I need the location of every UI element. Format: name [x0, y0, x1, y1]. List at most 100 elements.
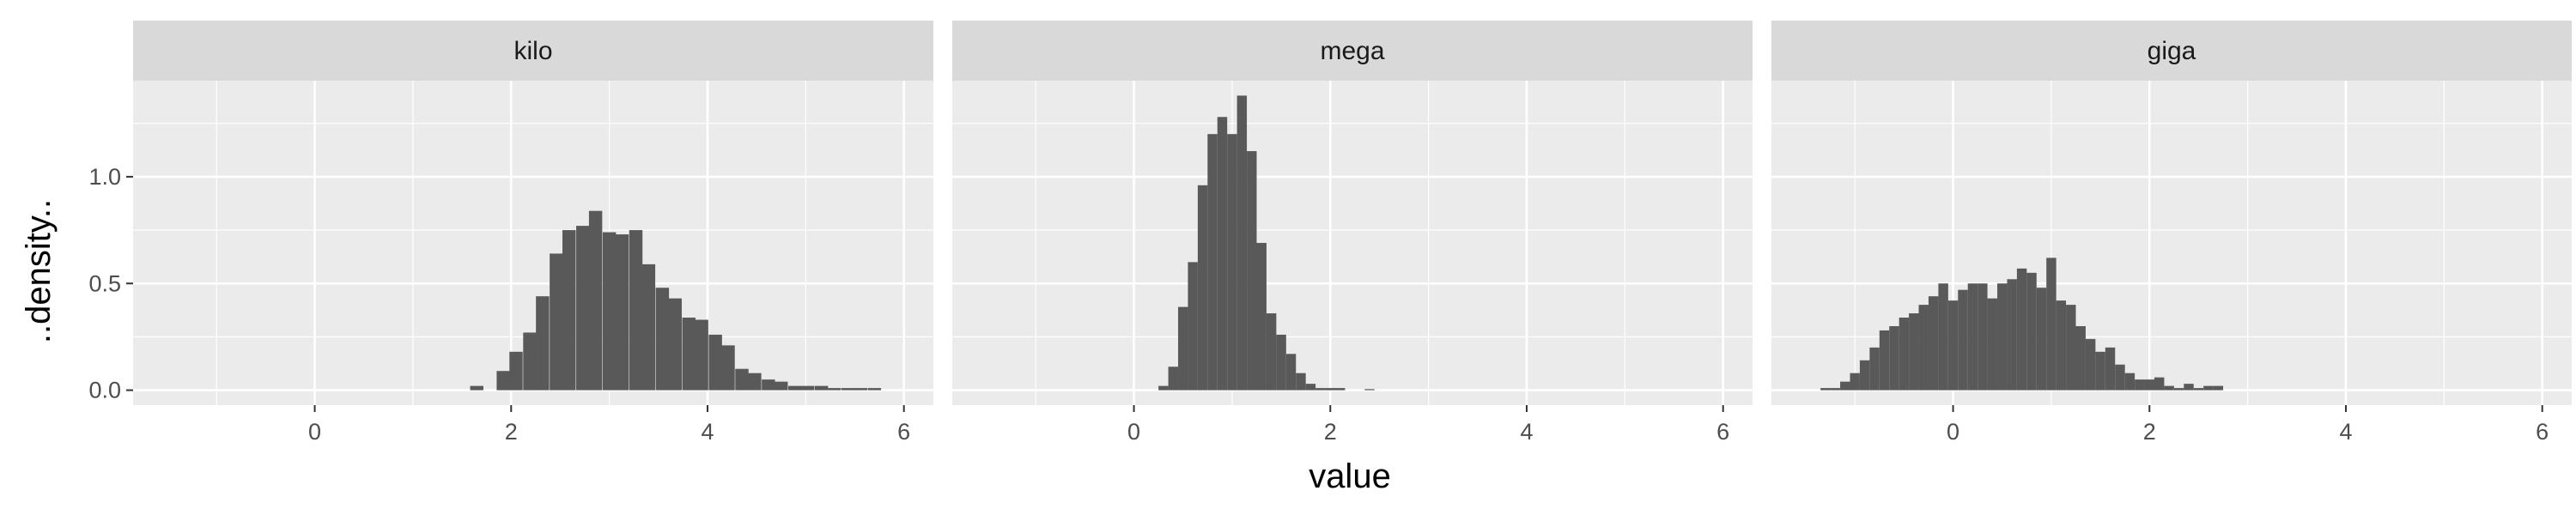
histogram-bar [2193, 388, 2204, 391]
facet-strip [952, 21, 1753, 81]
histogram-bar [1997, 283, 2008, 391]
x-tick-label: 2 [505, 419, 518, 445]
histogram-bar [867, 388, 882, 391]
x-tick-label: 2 [2143, 419, 2156, 445]
histogram-bar [1869, 347, 1880, 391]
histogram-bar [1889, 325, 1899, 391]
x-tick-label: 4 [701, 419, 714, 445]
histogram-bar [2203, 385, 2214, 391]
x-tick-label: 0 [1947, 419, 1959, 445]
histogram-bar [800, 385, 815, 391]
histogram-bar [602, 232, 617, 391]
histogram-bar [1236, 95, 1248, 391]
facet-panel-kilo: kilo 0 2 4 6 0.0 0.5 1.0 [88, 21, 933, 445]
histogram-bar [2075, 325, 2086, 391]
histogram-bar [588, 210, 603, 391]
histogram-bar [721, 345, 735, 391]
histogram-bar [2144, 379, 2154, 391]
histogram-bar [641, 264, 656, 391]
histogram-bar [2066, 305, 2076, 391]
histogram-bar [748, 373, 762, 391]
histogram-bar [1285, 354, 1297, 391]
x-tick-label: 4 [1520, 419, 1533, 445]
histogram-bar [854, 388, 868, 391]
histogram-bar [1207, 134, 1218, 391]
histogram-bar [2026, 272, 2037, 391]
facet-strip-label: mega [1320, 37, 1384, 65]
histogram-bar [1987, 298, 1998, 391]
facet-strip-label: kilo [513, 37, 552, 65]
histogram-bar [1266, 313, 1277, 391]
histogram-bar [629, 230, 643, 391]
histogram-bar [1217, 117, 1228, 391]
histogram-bar [2016, 268, 2027, 391]
histogram-bar [1820, 388, 1831, 391]
histogram-bar [576, 226, 590, 391]
histogram-bar [1978, 283, 1988, 391]
histogram-bar [1315, 388, 1326, 391]
histogram-bar [615, 234, 629, 391]
histogram-bar [1247, 151, 1257, 391]
histogram-bar [1859, 360, 1870, 391]
histogram-bar [509, 351, 523, 391]
histogram-bar [1967, 283, 1978, 391]
histogram-bar [1840, 381, 1850, 391]
histogram-bar [2095, 351, 2105, 391]
x-tick-label: 0 [1127, 419, 1140, 445]
histogram-bar [2115, 364, 2125, 391]
histogram-bar [814, 385, 829, 391]
histogram-bar [536, 296, 550, 391]
histogram-bar [1830, 388, 1841, 391]
histogram-bar [1334, 388, 1346, 391]
histogram-bar [1899, 318, 1910, 391]
histogram-bar [1879, 330, 1890, 391]
histogram-bar [1909, 313, 1919, 391]
histogram-bar [1938, 283, 1948, 391]
histogram-bar [695, 319, 708, 391]
histogram-bar [2164, 385, 2174, 391]
histogram-bar [1918, 305, 1929, 391]
facet-panels: kilo 0 2 4 6 0.0 0.5 1.0 mega 0 2 4 6 giga 0 2 4 6 [88, 21, 2572, 445]
histogram-bar [668, 298, 682, 391]
histogram-bar [2213, 385, 2224, 391]
y-tick-label: 0.0 [88, 378, 121, 403]
histogram-bar [2124, 373, 2136, 391]
x-tick-label: 2 [1324, 419, 1337, 445]
histogram-bar [735, 368, 749, 391]
y-tick-label: 1.0 [88, 164, 121, 190]
facet-panel-giga: giga 0 2 4 6 [1771, 21, 2572, 445]
histogram-bar [1325, 388, 1335, 391]
histogram-bar [2173, 388, 2184, 391]
histogram-bar [1305, 384, 1316, 391]
facet-strip [133, 21, 933, 81]
histogram-bar [562, 230, 576, 391]
x-axis-title: value [1309, 457, 1391, 495]
histogram-bar [1276, 334, 1286, 391]
histogram-bar [2046, 258, 2057, 391]
histogram-bar [550, 253, 563, 391]
histogram-bar [470, 385, 483, 391]
histogram-bar [1178, 306, 1188, 391]
histogram-bar [1256, 243, 1267, 391]
x-tick-label: 4 [2339, 419, 2352, 445]
histogram-bar [1227, 134, 1237, 391]
histogram-bar [788, 385, 802, 391]
histogram-bar [2105, 347, 2116, 391]
histogram-bar [762, 379, 775, 391]
histogram-bar [1928, 296, 1939, 391]
histogram-bar [2085, 338, 2096, 391]
histogram-bar [496, 371, 510, 391]
x-tick-label: 6 [2536, 419, 2549, 445]
histogram-bar [2154, 377, 2165, 391]
histogram-bar [1197, 185, 1208, 391]
histogram-bar [708, 334, 722, 391]
histogram-bar [1850, 373, 1860, 391]
histogram-bar [2184, 384, 2194, 391]
y-tick-label: 0.5 [88, 270, 121, 296]
histogram-bar [2036, 288, 2047, 391]
histogram-bar [1168, 367, 1179, 391]
histogram-bar [655, 288, 670, 391]
histogram-bar [841, 388, 855, 391]
facet-panel-mega: mega 0 2 4 6 [952, 21, 1753, 445]
